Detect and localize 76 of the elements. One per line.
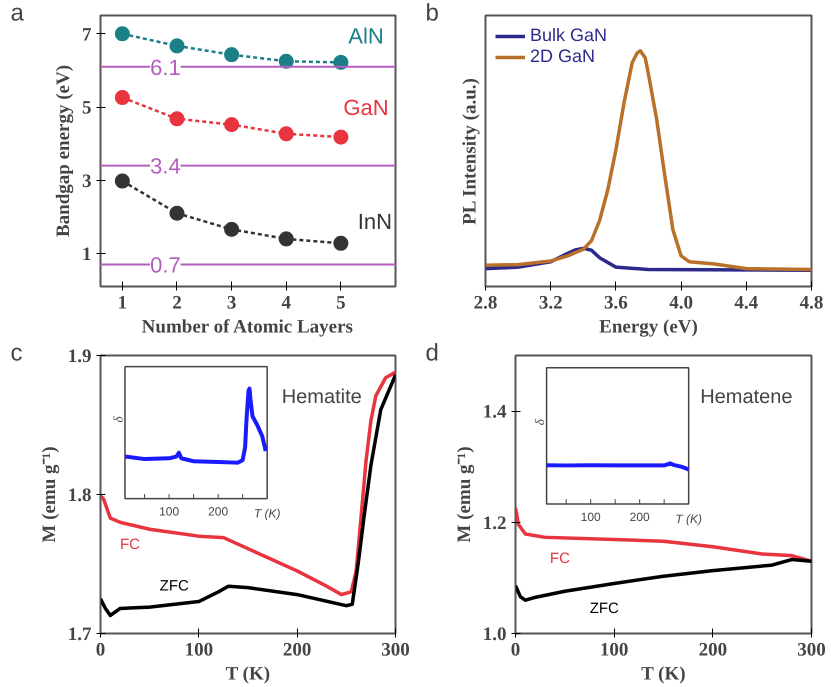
series-label: ZFC (590, 600, 620, 617)
x-axis-title: T (K) (675, 512, 702, 526)
point (169, 206, 184, 221)
y-tick-label: 7 (82, 24, 92, 46)
text: c (10, 340, 22, 366)
y-axis-title: δ (532, 418, 547, 426)
ref-line-label: 6.1 (150, 54, 181, 80)
point (169, 38, 184, 54)
y-tick-label: 1.0 (482, 624, 506, 645)
series-label: InN (358, 208, 392, 234)
y-axis-title: PL Intensity (a.u.) (460, 78, 480, 225)
point (224, 117, 240, 132)
x-tick-label: 3.2 (538, 292, 563, 314)
point (278, 126, 294, 142)
x-tick-label: 2.8 (474, 292, 498, 314)
x-tick-label: 2 (172, 292, 182, 314)
series-label: FC (120, 536, 140, 554)
y-tick-label: 3 (82, 170, 92, 192)
point (114, 174, 130, 189)
legend-label: 2D GaN (530, 46, 596, 67)
x-tick-label: 5 (336, 292, 346, 314)
point (333, 130, 348, 145)
x-axis-title: Energy (eV) (599, 316, 698, 338)
point (114, 90, 130, 106)
point (224, 47, 240, 62)
x-tick-label: 100 (600, 640, 628, 660)
x-axis-title: T (K) (641, 664, 686, 684)
x-tick-label: 3 (226, 292, 236, 314)
point (169, 111, 184, 126)
x-tick-label: 100 (159, 504, 180, 519)
x-tick-label: 200 (208, 504, 228, 519)
x-tick-label: 1 (118, 292, 128, 314)
point (333, 236, 348, 251)
series-label: GaN (343, 95, 389, 120)
y-axis-title: Bandgap energy (eV) (53, 64, 74, 238)
ref-line-label: 3.4 (150, 154, 181, 179)
x-tick-label: 0 (510, 640, 520, 660)
y-tick-label: 1 (82, 244, 92, 266)
x-tick-label: 100 (184, 640, 214, 660)
series-label: AlN (348, 23, 384, 48)
x-tick-label: 3.6 (604, 292, 628, 314)
x-tick-label: 200 (630, 510, 650, 524)
x-tick-label: 4.8 (800, 292, 824, 314)
y-tick-label: 1.9 (68, 346, 92, 367)
x-axis-title: T (K) (254, 506, 281, 521)
y-tick-label: 1.8 (68, 485, 92, 506)
point (114, 26, 130, 42)
legend-label: Bulk GaN (530, 25, 608, 46)
x-tick-label: 200 (698, 640, 728, 660)
text: a (10, 0, 24, 26)
y-tick-label: 1.2 (482, 512, 506, 534)
ref-line-label: 0.7 (150, 252, 181, 278)
annotation: Hematene (700, 386, 793, 408)
series-label: ZFC (160, 578, 189, 595)
annotation: Hematite (282, 386, 362, 408)
y-axis-title: M (emu g⁻¹) (454, 446, 475, 543)
series-label: FC (550, 550, 570, 567)
x-tick-label: 100 (580, 510, 602, 524)
y-tick-label: 1.7 (68, 624, 92, 645)
x-tick-label: 300 (797, 640, 826, 660)
x-tick-label: 200 (282, 640, 312, 660)
x-tick-label: 4.4 (734, 292, 759, 314)
x-tick-label: 300 (381, 640, 410, 660)
x-tick-label: 4 (281, 292, 292, 314)
x-tick-label: 0 (96, 640, 106, 660)
y-tick-label: 1.4 (482, 402, 507, 423)
y-axis-title: M (emu g⁻¹) (38, 446, 60, 543)
text: d (426, 340, 439, 366)
point (278, 231, 294, 246)
x-axis-title: T (K) (226, 664, 270, 684)
y-tick-label: 5 (82, 98, 92, 119)
point (224, 222, 240, 237)
y-axis-title: δ (110, 415, 126, 422)
x-tick-label: 4.0 (669, 292, 693, 314)
text: b (426, 0, 439, 26)
x-axis-title: Number of Atomic Layers (142, 316, 353, 338)
